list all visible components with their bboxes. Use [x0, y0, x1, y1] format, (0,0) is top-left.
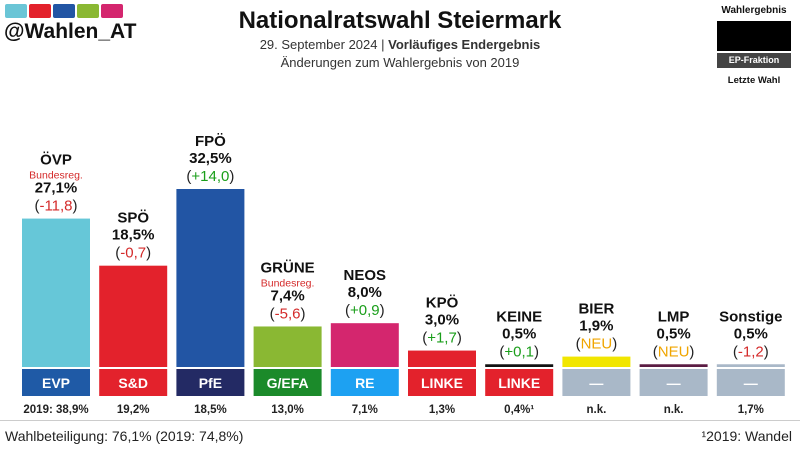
note-label-0: Bundesreg.: [29, 170, 83, 182]
ep-box-2: [176, 369, 245, 396]
change-label-5: (+1,7): [422, 330, 462, 347]
party-label-3: GRÜNE: [261, 259, 315, 276]
change-label-4: (+0,9): [345, 302, 385, 319]
party-label-4: NEOS: [344, 267, 387, 284]
value-label-3: 7,4%: [270, 287, 304, 304]
change-label-9: (-1,2): [733, 343, 769, 360]
party-label-6: KEINE: [496, 308, 542, 325]
bar-0: [22, 218, 90, 367]
change-label-2: (+14,0): [186, 168, 234, 185]
change-label-8: (NEU): [653, 343, 695, 360]
change-label-7: (NEU): [576, 336, 618, 353]
ep-label-9: —: [744, 375, 758, 391]
bar-9: [716, 364, 785, 367]
brand-square: [77, 4, 99, 18]
ep-box-5: [408, 369, 476, 396]
note-label-3: Bundesreg.: [261, 277, 315, 289]
ep-label-1: S&D: [118, 375, 148, 391]
party-label-5: KPÖ: [426, 295, 459, 312]
last-label-0: 2019: 38,9%: [23, 404, 88, 416]
brand-square: [53, 4, 75, 18]
footnote-text: ¹2019: Wandel: [701, 428, 792, 444]
subtitle-separator: |: [377, 37, 389, 52]
last-label-8: n.k.: [664, 404, 684, 416]
party-label-8: LMP: [658, 308, 690, 325]
value-label-8: 0,5%: [656, 325, 690, 342]
party-label-9: Sonstige: [719, 308, 782, 325]
bar-6: [485, 364, 554, 367]
brand-square: [101, 4, 123, 18]
value-label-6: 0,5%: [502, 325, 536, 342]
value-label-7: 1,9%: [579, 318, 613, 335]
legend-result-swatch: [717, 21, 791, 51]
value-label-0: 27,1%: [35, 180, 78, 197]
ep-label-3: G/EFA: [267, 375, 309, 391]
ep-label-4: RE: [355, 375, 374, 391]
value-label-5: 3,0%: [425, 312, 459, 329]
last-label-3: 13,0%: [271, 404, 304, 416]
result-type: Vorläufiges Endergebnis: [388, 37, 541, 52]
legend-last-label: Letzte Wahl: [727, 75, 781, 86]
legend-title: Wahlergebnis: [721, 5, 787, 16]
bar-7: [562, 356, 631, 367]
turnout-text: Wahlbeteiligung: 76,1% (2019: 74,8%): [5, 428, 244, 444]
ep-box-3: [253, 369, 322, 396]
value-label-1: 18,5%: [112, 227, 155, 244]
chart-subtitle-2: Änderungen zum Wahlergebnis von 2019: [280, 55, 520, 70]
party-label-1: SPÖ: [117, 210, 149, 227]
brand-square: [29, 4, 51, 18]
ep-label-5: LINKE: [421, 375, 463, 391]
value-label-9: 0,5%: [734, 325, 768, 342]
party-label-0: ÖVP: [40, 152, 72, 169]
ep-label-6: LINKE: [498, 375, 540, 391]
chart-subtitle: 29. September 2024 | Vorläufiges Enderge…: [0, 37, 800, 52]
brand-color-squares: [5, 4, 123, 18]
bar-8: [639, 364, 708, 367]
last-label-4: 7,1%: [352, 404, 378, 416]
ep-box-7: [562, 369, 631, 396]
last-label-7: n.k.: [586, 404, 606, 416]
ep-label-2: PfE: [199, 375, 222, 391]
party-label-2: FPÖ: [195, 133, 226, 150]
bar-4: [330, 323, 399, 367]
change-label-1: (-0,7): [115, 245, 151, 262]
legend-ep-label: EP-Fraktion: [717, 53, 791, 68]
last-label-9: 1,7%: [738, 404, 764, 416]
footer-divider: [0, 420, 800, 421]
account-handle: @Wahlen_AT: [4, 20, 137, 43]
brand-square: [5, 4, 27, 18]
bar-1: [99, 265, 168, 367]
party-label-7: BIER: [578, 301, 614, 318]
ep-box-1: [99, 369, 168, 396]
ep-box-9: [716, 369, 785, 396]
bar-5: [408, 350, 476, 367]
bar-2: [176, 189, 245, 367]
last-label-6: 0,4%¹: [504, 404, 534, 416]
change-label-3: (-5,6): [270, 305, 306, 322]
change-label-6: (+0,1): [499, 343, 539, 360]
last-label-1: 19,2%: [117, 404, 150, 416]
ep-label-8: —: [667, 375, 681, 391]
last-label-2: 18,5%: [194, 404, 227, 416]
ep-box-6: [485, 369, 554, 396]
value-label-2: 32,5%: [189, 150, 232, 167]
ep-box-0: [22, 369, 90, 396]
chart-title: Nationalratswahl Steiermark: [238, 7, 562, 34]
bar-3: [253, 326, 322, 367]
value-label-4: 8,0%: [348, 284, 382, 301]
ep-box-4: [330, 369, 399, 396]
last-label-5: 1,3%: [429, 404, 455, 416]
ep-box-8: [639, 369, 708, 396]
change-label-0: (-11,8): [34, 198, 77, 215]
election-date: 29. September 2024: [259, 37, 378, 52]
ep-label-0: EVP: [42, 375, 70, 391]
ep-label-7: —: [589, 375, 603, 391]
